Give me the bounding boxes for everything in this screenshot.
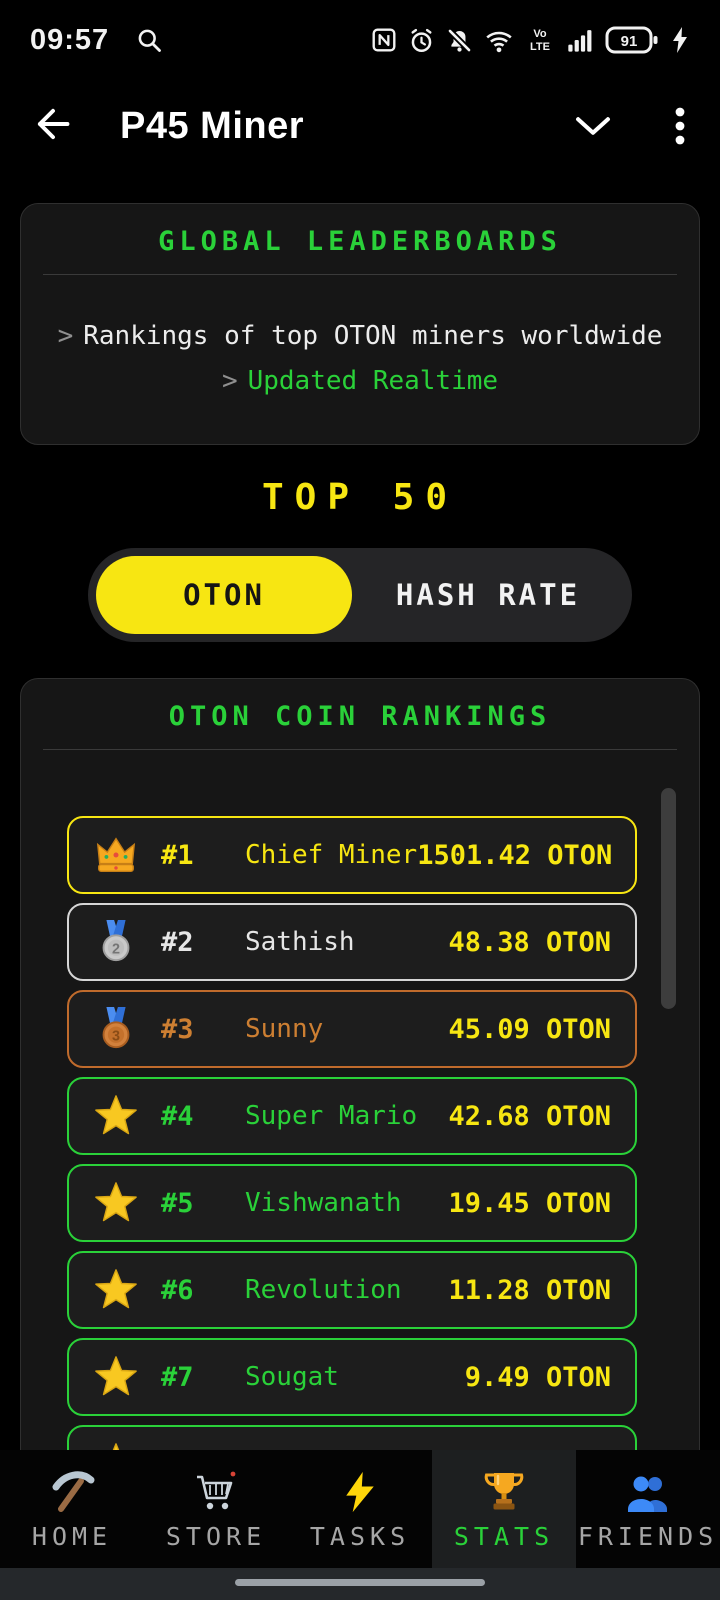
trophy-icon	[480, 1468, 528, 1516]
table-row[interactable]: #1 Chief Miner 1501.42 OTON	[67, 816, 637, 894]
medal-3-icon: 3	[93, 1006, 139, 1052]
divider	[43, 274, 677, 275]
oton-amount: 1501.42 OTON	[417, 839, 613, 871]
nav-label: TASKS	[309, 1521, 411, 1551]
updated-realtime-note: > Updated Realtime	[221, 366, 499, 396]
search-icon	[135, 26, 163, 54]
oton-amount: 48.38 OTON	[448, 926, 611, 958]
leaderboard-description: > Rankings of top OTON miners worldwide	[57, 321, 663, 351]
nav-label: HOME	[31, 1521, 113, 1551]
rank-number: #1	[161, 839, 194, 871]
back-icon[interactable]	[32, 103, 74, 150]
star-icon	[93, 1093, 139, 1139]
nav-tab-friends[interactable]: FRIENDS	[576, 1450, 720, 1568]
top-50-heading: TOP 50	[261, 477, 459, 518]
divider	[43, 749, 677, 750]
rank-number: #6	[161, 1274, 194, 1306]
prompt-chevron: >	[57, 321, 74, 351]
nav-tab-home[interactable]: HOME	[0, 1450, 144, 1568]
svg-text:91: 91	[621, 33, 638, 50]
crown-icon	[93, 832, 139, 878]
oton-amount: 11.28 OTON	[448, 1274, 611, 1306]
rank-number: #4	[161, 1100, 194, 1132]
status-icons: Vo LTE 91	[371, 25, 690, 55]
miner-name: Vishwanath	[245, 1188, 402, 1218]
table-row[interactable]: #4 Super Mario 42.68 OTON	[67, 1077, 637, 1155]
toggle-hash-rate[interactable]: HASH RATE	[395, 578, 581, 612]
nav-label: STORE	[165, 1521, 267, 1551]
miner-name: Sunny	[245, 1014, 324, 1044]
nav-tab-store[interactable]: STORE	[144, 1450, 288, 1568]
volte-icon: Vo LTE	[525, 26, 555, 54]
wifi-icon	[484, 27, 514, 54]
svg-text:3: 3	[112, 1029, 120, 1045]
status-bar: 09:57 Vo LTE 91	[0, 0, 720, 80]
chevron-down-icon[interactable]	[574, 113, 612, 139]
rank-number: #2	[161, 926, 194, 958]
rank-number: #5	[161, 1187, 194, 1219]
oton-amount: 9.49 OTON	[464, 1361, 611, 1393]
star-icon	[93, 1180, 139, 1226]
home-indicator[interactable]	[235, 1579, 485, 1586]
nfc-icon	[371, 27, 397, 53]
miner-name: Chief Miner	[245, 840, 418, 870]
rank-number: #3	[161, 1013, 194, 1045]
notifications-off-icon	[446, 27, 473, 54]
table-row[interactable]: #6 Revolution 11.28 OTON	[67, 1251, 637, 1329]
miner-name: Super Mario	[245, 1101, 418, 1131]
miner-name: Sathish	[245, 927, 355, 957]
svg-text:2: 2	[112, 942, 120, 958]
charging-icon	[670, 26, 690, 54]
table-row[interactable]: 3 #3 Sunny 45.09 OTON	[67, 990, 637, 1068]
overflow-menu-icon[interactable]	[674, 105, 686, 147]
page-title: P45 Miner	[120, 104, 305, 147]
medal-2-icon: 2	[93, 919, 139, 965]
bolt-icon	[338, 1468, 382, 1516]
app-header: P45 Miner	[0, 80, 720, 172]
svg-text:LTE: LTE	[530, 41, 550, 53]
svg-text:Vo: Vo	[533, 28, 547, 40]
bottom-nav: HOME STORE TASKS STATS FRIENDS	[0, 1450, 720, 1568]
table-row[interactable]: 2 #2 Sathish 48.38 OTON	[67, 903, 637, 981]
toggle-oton[interactable]: OTON	[96, 556, 352, 634]
card-title: GLOBAL LEADERBOARDS	[158, 226, 562, 257]
miner-name: Sougat	[245, 1362, 339, 1392]
pickaxe-icon	[48, 1468, 96, 1516]
oton-amount: 19.45 OTON	[448, 1187, 611, 1219]
miner-name: Revolution	[245, 1275, 402, 1305]
oton-amount: 45.09 OTON	[448, 1013, 611, 1045]
rankings-list: #1 Chief Miner 1501.42 OTON 2 #2 Sathish…	[67, 816, 637, 1503]
clock: 09:57	[30, 23, 110, 56]
prompt-chevron: >	[221, 366, 238, 396]
cart-icon	[192, 1468, 240, 1516]
oton-amount: 42.68 OTON	[448, 1100, 611, 1132]
nav-tab-tasks[interactable]: TASKS	[288, 1450, 432, 1568]
friends-icon	[624, 1468, 672, 1516]
alarm-icon	[408, 27, 435, 54]
table-row[interactable]: #7 Sougat 9.49 OTON	[67, 1338, 637, 1416]
nav-label: STATS	[453, 1521, 555, 1551]
star-icon	[93, 1354, 139, 1400]
rank-number: #7	[161, 1361, 194, 1393]
signal-icon	[566, 26, 594, 54]
card-title: OTON COIN RANKINGS	[168, 701, 552, 732]
star-icon	[93, 1267, 139, 1313]
scrollbar-thumb[interactable]	[661, 788, 676, 1009]
global-leaderboards-card: GLOBAL LEADERBOARDS > Rankings of top OTO…	[20, 203, 700, 445]
battery-icon: 91	[605, 25, 659, 55]
nav-label: FRIENDS	[577, 1521, 719, 1551]
nav-tab-stats[interactable]: STATS	[432, 1450, 576, 1568]
oton-rankings-card: OTON COIN RANKINGS #1 Chief Miner 1501.4…	[20, 678, 700, 1538]
table-row[interactable]: #5 Vishwanath 19.45 OTON	[67, 1164, 637, 1242]
gesture-bar-area	[0, 1568, 720, 1600]
leaderboard-type-toggle: OTON HASH RATE	[88, 548, 632, 642]
